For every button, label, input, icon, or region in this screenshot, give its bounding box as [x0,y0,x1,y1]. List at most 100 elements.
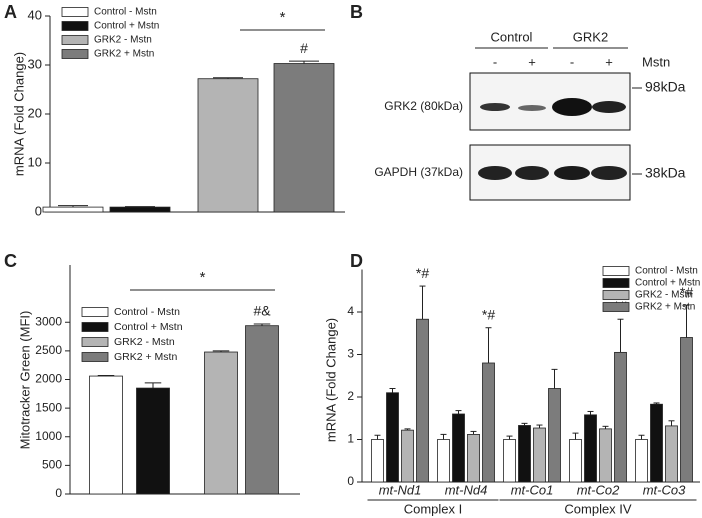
bar [452,413,465,483]
legend-label: GRK2 - Mstn [635,290,693,301]
legend-swatch [81,322,109,332]
bar [569,439,582,483]
y-tick-label: 0 [347,474,354,488]
legend-label: GRK2 + Mstn [94,49,154,60]
blot-treatment: Mstn [642,54,670,69]
x-tick-label: mt-Nd1 [379,482,422,497]
legend-swatch [602,266,630,276]
band [552,98,592,116]
bar [136,387,170,495]
x-tick-label: mt-Nd4 [445,482,488,497]
panel-label: A [4,2,17,22]
legend-swatch [81,307,109,317]
y-tick-label: 4 [347,304,354,318]
legend-label: Control + Mstn [94,21,159,32]
bar [599,428,612,483]
blot-bands [469,72,631,201]
bar [482,362,495,483]
y-tick-label: 10 [28,154,42,169]
bar [665,425,678,483]
x-tick-label: mt-Co2 [577,482,620,497]
bar [680,337,693,483]
blot-lane: - [570,54,574,69]
bar [635,439,648,483]
significance-label: #& [253,303,271,319]
comparison-label: * [280,9,286,26]
bar [109,206,171,213]
y-tick-label: 40 [28,7,42,22]
y-tick-label: 0 [55,486,62,500]
legend-swatch [81,337,109,347]
legend-swatch [61,49,89,59]
blot-row-label: GRK2 (80kDa) [384,99,463,113]
y-tick-label: 2 [347,389,354,403]
bar [614,351,627,483]
legend-label: GRK2 + Mstn [114,351,177,363]
y-tick-label: 1000 [35,429,62,443]
y-axis-label: mRNA (Fold Change) [11,52,26,176]
bar [503,439,516,483]
y-tick-label: 500 [42,458,62,472]
band [554,166,590,180]
bar [273,63,335,213]
bar [42,206,104,213]
bar [650,403,663,483]
significance-label: *# [680,284,693,300]
blot-group: Control [491,29,533,44]
band [591,166,627,180]
legend-swatch [602,302,630,312]
legend-label: Control - Mstn [635,266,698,277]
panel-label: D [350,251,363,271]
legend-swatch [602,290,630,300]
legend-swatch [61,35,89,45]
legend-label: Control + Mstn [635,278,700,289]
y-axis-label: Mitotracker Green (MFI) [17,311,32,450]
band [480,103,510,111]
legend-label: GRK2 - Mstn [114,336,175,348]
y-tick-label: 20 [28,105,42,120]
blot-marker: 98kDa [645,79,686,95]
bar [548,388,561,483]
blot-lane: + [528,54,536,69]
y-tick-label: 1 [347,432,354,446]
bar [518,425,531,483]
y-tick-label: 3 [347,347,354,361]
y-tick-label: 30 [28,56,42,71]
significance-label: # [300,40,308,56]
bar [467,433,480,483]
legend-label: Control - Mstn [114,306,180,318]
significance-label: *# [482,306,495,322]
x-tick-label: mt-Co1 [511,482,554,497]
blot-row-label: GAPDH (37kDa) [374,165,463,179]
significance-label: *# [416,265,429,281]
bar [437,439,450,483]
band [515,166,549,180]
y-axis-label: mRNA (Fold Change) [323,318,338,442]
blot-marker: 38kDa [645,165,686,181]
bar [533,427,546,483]
y-tick-label: 2000 [35,372,62,386]
legend-label: Control + Mstn [114,321,183,333]
legend-swatch [602,278,630,288]
bar [386,392,399,483]
bar [401,429,414,483]
bar [584,414,597,483]
legend-swatch [61,7,89,17]
bar [89,375,123,495]
group-label: Complex I [404,501,463,516]
band [518,105,546,111]
y-tick-label: 0 [35,203,42,218]
legend-label: GRK2 - Mstn [94,35,152,46]
group-label: Complex IV [564,501,632,516]
blot-lane: - [493,54,497,69]
y-tick-label: 3000 [35,314,62,328]
x-tick-label: mt-Co3 [643,482,686,497]
bar [371,439,384,483]
legend-label: Control - Mstn [94,7,157,18]
legend-swatch [61,21,89,31]
legend-swatch [81,352,109,362]
legend-label: GRK2 + Mstn [635,302,695,313]
bar [245,325,279,495]
bar [204,351,238,495]
